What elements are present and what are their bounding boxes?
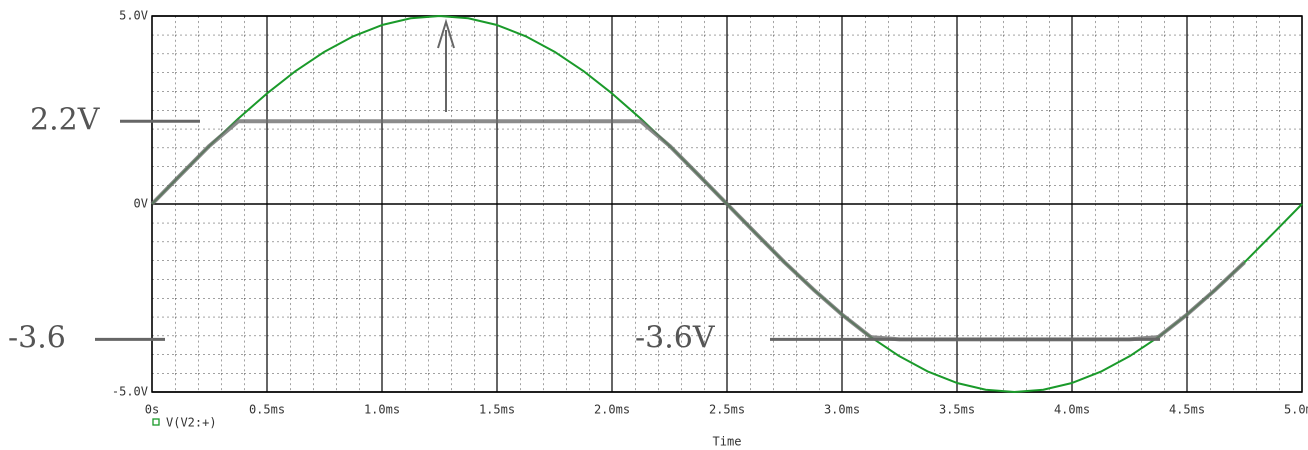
x-tick-label: 0s: [145, 403, 159, 417]
y-tick-label: 5.0V: [119, 9, 148, 23]
x-tick-label: 1.0ms: [364, 403, 400, 417]
x-tick-label: 5.0ms: [1284, 403, 1308, 417]
x-tick-label: 4.5ms: [1169, 403, 1205, 417]
annotation: 2.2V: [30, 102, 101, 137]
annotation: -3.6V: [635, 320, 716, 355]
x-tick-label: 3.5ms: [939, 403, 975, 417]
x-axis-label: Time: [713, 435, 742, 449]
legend-label: V(V2:+): [166, 416, 217, 430]
x-tick-label: 2.0ms: [594, 403, 630, 417]
x-tick-label: 0.5ms: [249, 403, 285, 417]
annotation: -3.6: [8, 320, 66, 355]
y-tick-label: 0V: [134, 197, 148, 211]
x-tick-label: 1.5ms: [479, 403, 515, 417]
legend-symbol: [152, 418, 160, 426]
x-tick-label: 3.0ms: [824, 403, 860, 417]
x-tick-label: 4.0ms: [1054, 403, 1090, 417]
hand-arrow: [437, 18, 455, 112]
y-tick-label: -5.0V: [112, 385, 148, 399]
x-tick-label: 2.5ms: [709, 403, 745, 417]
